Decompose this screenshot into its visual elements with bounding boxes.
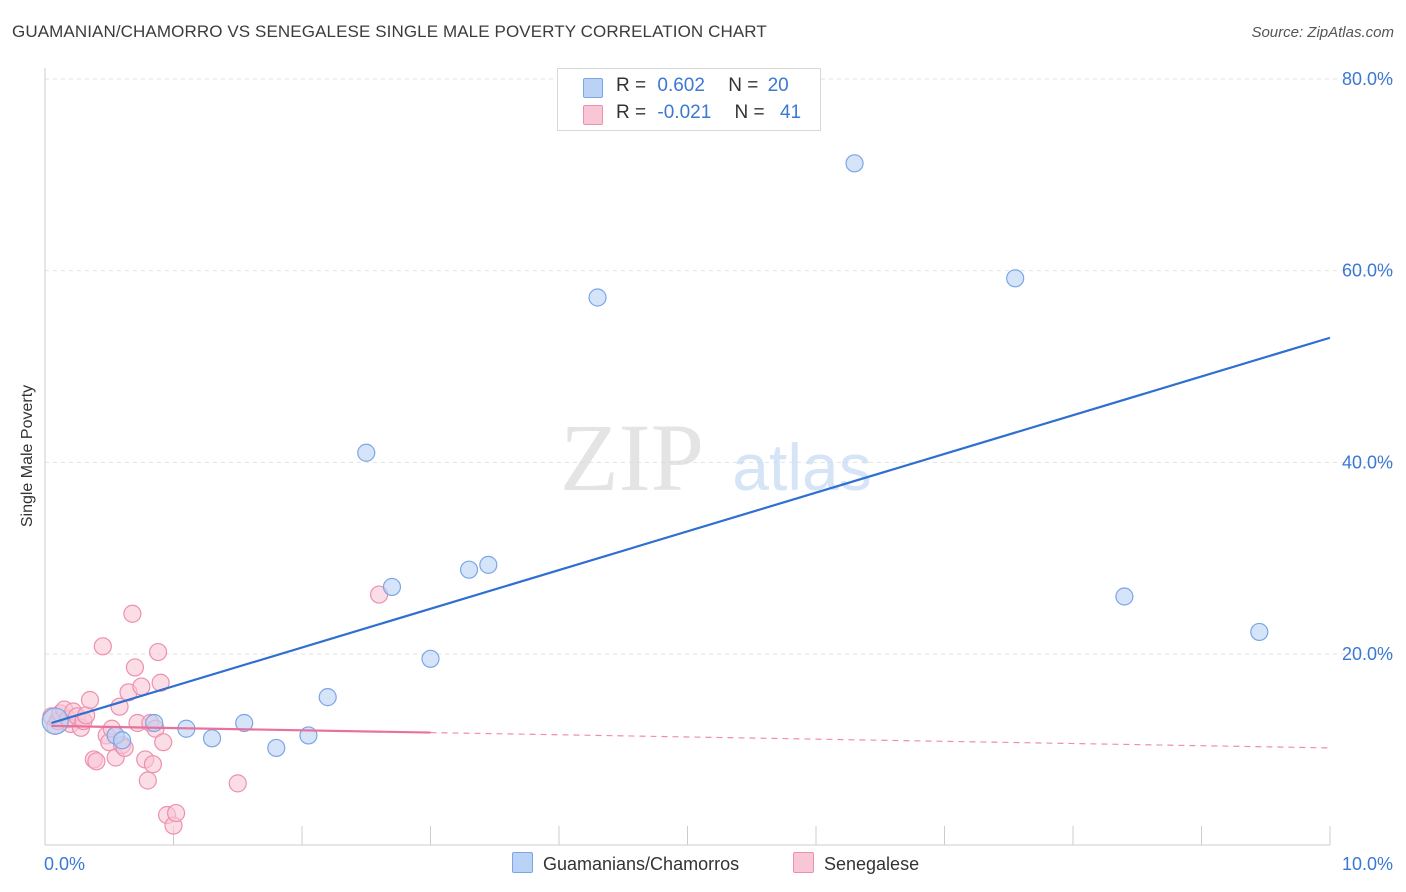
correlation-legend: R = 0.602 N = 20 R = -0.021 N = 41: [557, 68, 821, 131]
legend-stats-senegalese: R = -0.021 N = 41: [616, 102, 801, 124]
n-label: N =: [728, 75, 759, 96]
n-value: 41: [779, 102, 802, 123]
senegalese-point: [80, 690, 100, 710]
guamanian-point: [202, 729, 222, 748]
guamanian-point: [267, 738, 286, 758]
senegalese-point: [110, 697, 129, 716]
y-tick-label: 20.0%: [1342, 644, 1393, 664]
guamanian-point: [1006, 269, 1025, 288]
legend-stats-guamanian: R = 0.602 N = 20: [616, 75, 789, 97]
r-value: 0.602: [657, 75, 705, 96]
senegalese-point: [166, 803, 186, 823]
senegalese-point: [148, 642, 168, 662]
legend-label-senegalese: Senegalese: [824, 854, 920, 874]
n-value: 20: [767, 75, 789, 96]
legend-swatch-blue: [512, 852, 533, 873]
guamanian-point: [235, 713, 254, 733]
bottom-legend-senegalese: Senegalese: [793, 852, 919, 875]
r-value: -0.021: [657, 102, 712, 123]
senegalese-point: [125, 658, 145, 677]
senegalese-point: [123, 604, 142, 623]
r-label: R =: [616, 75, 647, 96]
senegalese-point: [228, 774, 247, 793]
senegalese-trend-line: [51, 724, 431, 734]
bottom-legend-guamanian: Guamanians/Chamorros: [512, 852, 739, 875]
n-label: N =: [734, 102, 765, 123]
x-tick-label-max: 10.0%: [1342, 854, 1393, 874]
r-label: R =: [616, 102, 647, 123]
senegalese-point: [151, 673, 170, 692]
guamanian-point: [421, 649, 440, 668]
guamanian-point: [1115, 587, 1134, 606]
guamanian-point: [357, 443, 376, 462]
guamanian-point: [145, 713, 164, 733]
guamanian-point: [112, 731, 132, 750]
y-tick-label: 80.0%: [1342, 69, 1393, 89]
legend-label-guamanian: Guamanians/Chamorros: [543, 854, 740, 874]
guamanian-point: [382, 577, 402, 597]
guamanian-point: [459, 560, 479, 579]
source-label: Source: ZipAtlas.com: [1251, 24, 1394, 41]
senegalese-trend-extension: [430, 731, 1331, 749]
chart-title: GUAMANIAN/CHAMORRO VS SENEGALESE SINGLE …: [12, 22, 767, 41]
watermark-zip: ZIP: [560, 404, 704, 511]
y-tick-label: 60.0%: [1342, 261, 1393, 281]
guamanian-point: [318, 688, 337, 707]
senegalese-point: [132, 677, 151, 696]
guamanian-point: [479, 555, 498, 574]
legend-swatch-pink: [793, 852, 814, 873]
senegalese-point: [87, 752, 106, 771]
watermark-atlas: atlas: [732, 430, 871, 504]
senegalese-point: [93, 637, 112, 656]
legend-swatch-blue: [583, 78, 603, 98]
legend-swatch-pink: [583, 105, 603, 125]
senegalese-point: [138, 771, 157, 790]
x-tick-label-min: 0.0%: [44, 854, 85, 874]
guamanian-point: [1250, 622, 1269, 642]
guamanian-point: [845, 154, 864, 173]
y-tick-label: 40.0%: [1342, 452, 1393, 472]
senegalese-point: [143, 755, 163, 774]
guamanian-point: [588, 288, 607, 307]
guamanian-trend-line: [51, 336, 1331, 725]
senegalese-point: [154, 733, 173, 752]
